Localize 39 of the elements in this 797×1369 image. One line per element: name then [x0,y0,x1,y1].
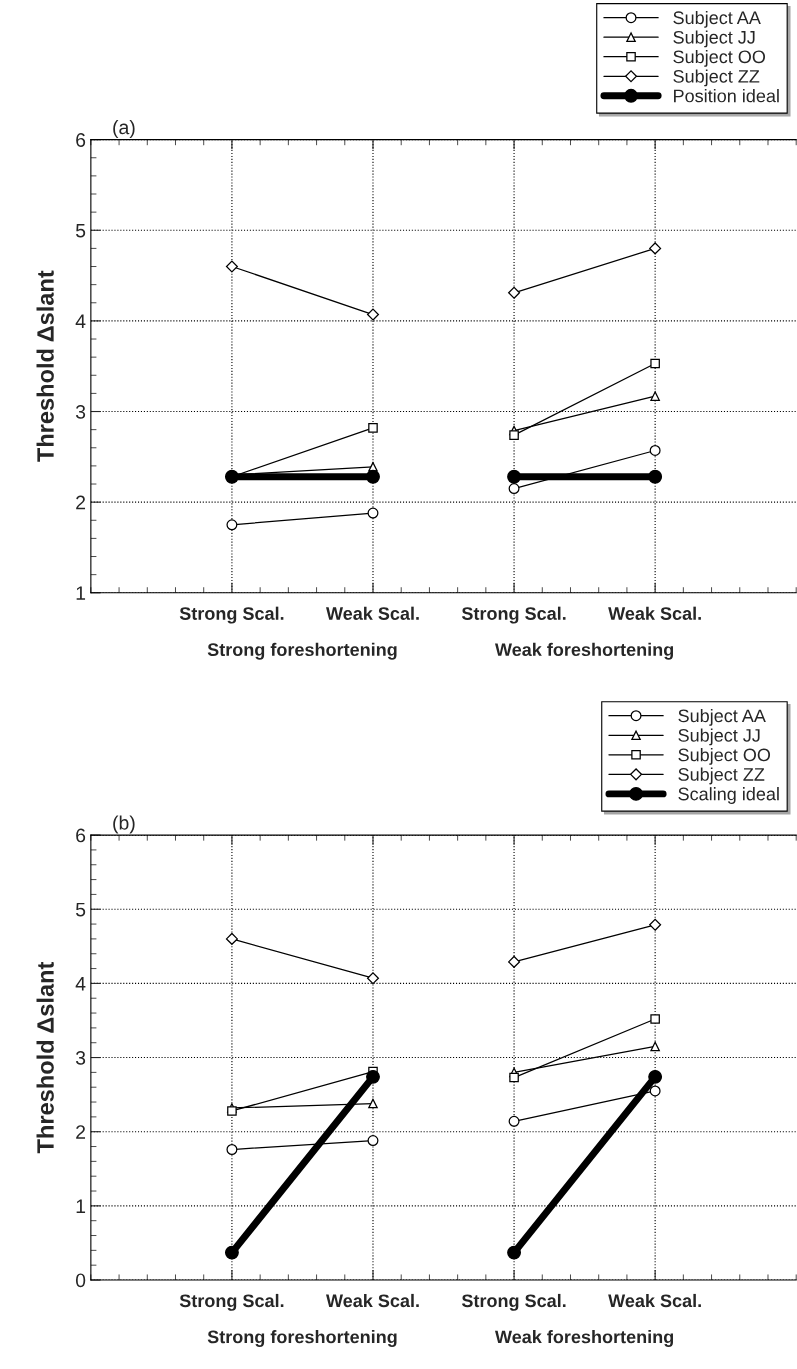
legend-label: Subject OO [673,49,766,67]
y-tick-label: 1 [76,1199,86,1213]
y-tick-label: 6 [76,828,86,843]
y-axis-title: Threshold Δslant [36,961,54,1154]
x-tick-label: Strong Scal. [461,606,566,624]
y-tick-label: 0 [75,1273,86,1288]
legend-label: Subject AA [678,708,766,726]
x-tick-label: Weak Scal. [326,606,419,620]
legend-label: Subject ZZ [678,767,765,785]
y-tick-label: 4 [75,314,86,328]
chart-title: (a) [113,119,135,139]
legend-label: Subject ZZ [673,69,760,87]
x-tick-label: Strong Scal. [179,606,284,624]
y-tick-label: 5 [75,223,86,238]
legend-label: Subject OO [678,748,771,765]
y-tick-label: 6 [76,133,86,147]
y-tick-label: 5 [75,902,86,917]
x-tick-label: Strong Scal. [179,1293,284,1311]
y-tick-label: 4 [75,977,86,991]
chart-title: (b) [113,815,135,834]
y-tick-label: 3 [75,1051,86,1065]
text: Weak foreshortening [494,642,674,660]
y-tick-label: 2 [76,1125,86,1139]
x-tick-label: Strong Scal. [461,1293,566,1311]
legend-label: Subject AA [673,10,761,28]
y-tick-label: 1 [76,586,86,600]
text: Weak foreshortening [494,1330,674,1347]
x-tick-label: Weak Scal. [326,1293,419,1308]
legend-label: Subject JJ [673,30,755,48]
text: Strong foreshortening [207,642,397,660]
legend-label: Subject JJ [678,728,760,746]
x-tick-label: Weak Scal. [608,606,701,620]
y-tick-label: 2 [76,495,86,510]
text: Strong foreshortening [207,1330,397,1347]
legend-label: Scaling ideal [678,787,779,804]
legend-label: Position ideal [674,89,779,103]
x-tick-label: Weak Scal. [608,1293,701,1308]
y-tick-label: 3 [75,404,86,419]
y-axis-title: Threshold Δslant [36,270,54,462]
